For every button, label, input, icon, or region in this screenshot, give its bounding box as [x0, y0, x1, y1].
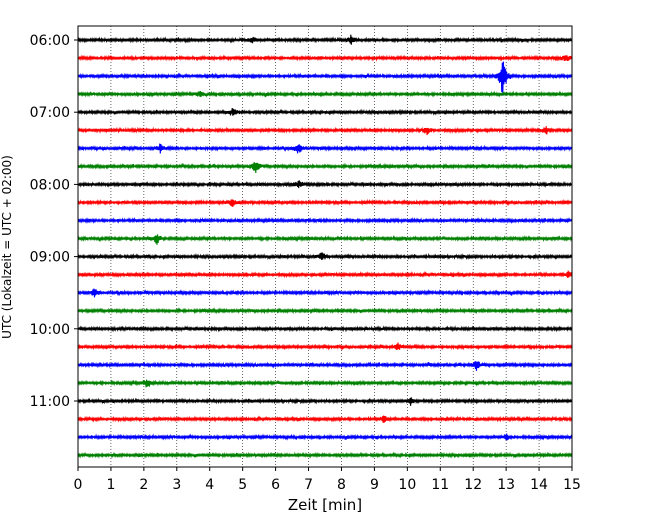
trace-line — [77, 61, 573, 96]
x-tick-label: 7 — [304, 477, 313, 493]
x-tick-label: 14 — [530, 477, 548, 493]
trace-line — [77, 143, 573, 154]
trace-line — [77, 342, 573, 351]
trace-line — [77, 161, 573, 174]
x-tick-label: 3 — [172, 477, 181, 493]
x-axis-label: Zeit [min] — [288, 496, 362, 514]
trace-line — [77, 270, 573, 279]
trace-line — [77, 90, 573, 98]
y-axis-label: UTC (Lokalzeit = UTC + 02:00) — [0, 155, 14, 339]
x-tick-label: 0 — [74, 477, 83, 493]
trace-line — [77, 307, 573, 315]
trace-line — [77, 216, 573, 225]
y-tick-label: 11:00 — [30, 394, 70, 410]
trace-line — [77, 397, 573, 406]
x-tick-label: 13 — [497, 477, 515, 493]
y-tick-label: 09:00 — [30, 250, 70, 266]
x-tick-label: 12 — [464, 477, 482, 493]
trace-line — [77, 54, 573, 62]
trace-line — [77, 288, 573, 298]
trace-line — [77, 34, 573, 45]
trace-line — [77, 325, 573, 333]
y-tick-label: 06:00 — [30, 33, 70, 49]
x-tick-label: 1 — [106, 477, 115, 493]
y-tick-label: 07:00 — [30, 105, 70, 121]
x-tick-label: 6 — [271, 477, 280, 493]
trace-line — [77, 379, 573, 388]
x-tick-label: 8 — [337, 477, 346, 493]
trace-line — [77, 198, 573, 207]
trace-line — [77, 180, 573, 189]
seismic-traces — [77, 34, 573, 459]
plot-frame — [77, 25, 573, 468]
x-tick-label: 9 — [370, 477, 379, 493]
x-tick-label: 10 — [398, 477, 416, 493]
trace-line — [77, 433, 573, 441]
trace-line — [77, 126, 573, 136]
trace-line — [77, 415, 573, 423]
trace-line — [77, 361, 573, 371]
trace-line — [77, 252, 573, 261]
trace-line — [77, 451, 573, 459]
x-tick-label: 5 — [238, 477, 247, 493]
x-tick-label: 4 — [205, 477, 214, 493]
x-axis-ticks: 0 1 2 3 4 5 6 7 8 9 10 11 12 13 14 15 — [74, 467, 581, 493]
x-tick-label: 11 — [431, 477, 449, 493]
trace-line — [77, 234, 573, 245]
y-tick-label: 08:00 — [30, 177, 70, 193]
x-tick-label: 2 — [139, 477, 148, 493]
trace-line — [77, 107, 573, 116]
y-axis-ticks: 06:00 07:00 08:00 09:00 10:00 11:00 — [30, 33, 78, 410]
y-tick-label: 10:00 — [30, 322, 70, 338]
x-tick-label: 15 — [563, 477, 581, 493]
